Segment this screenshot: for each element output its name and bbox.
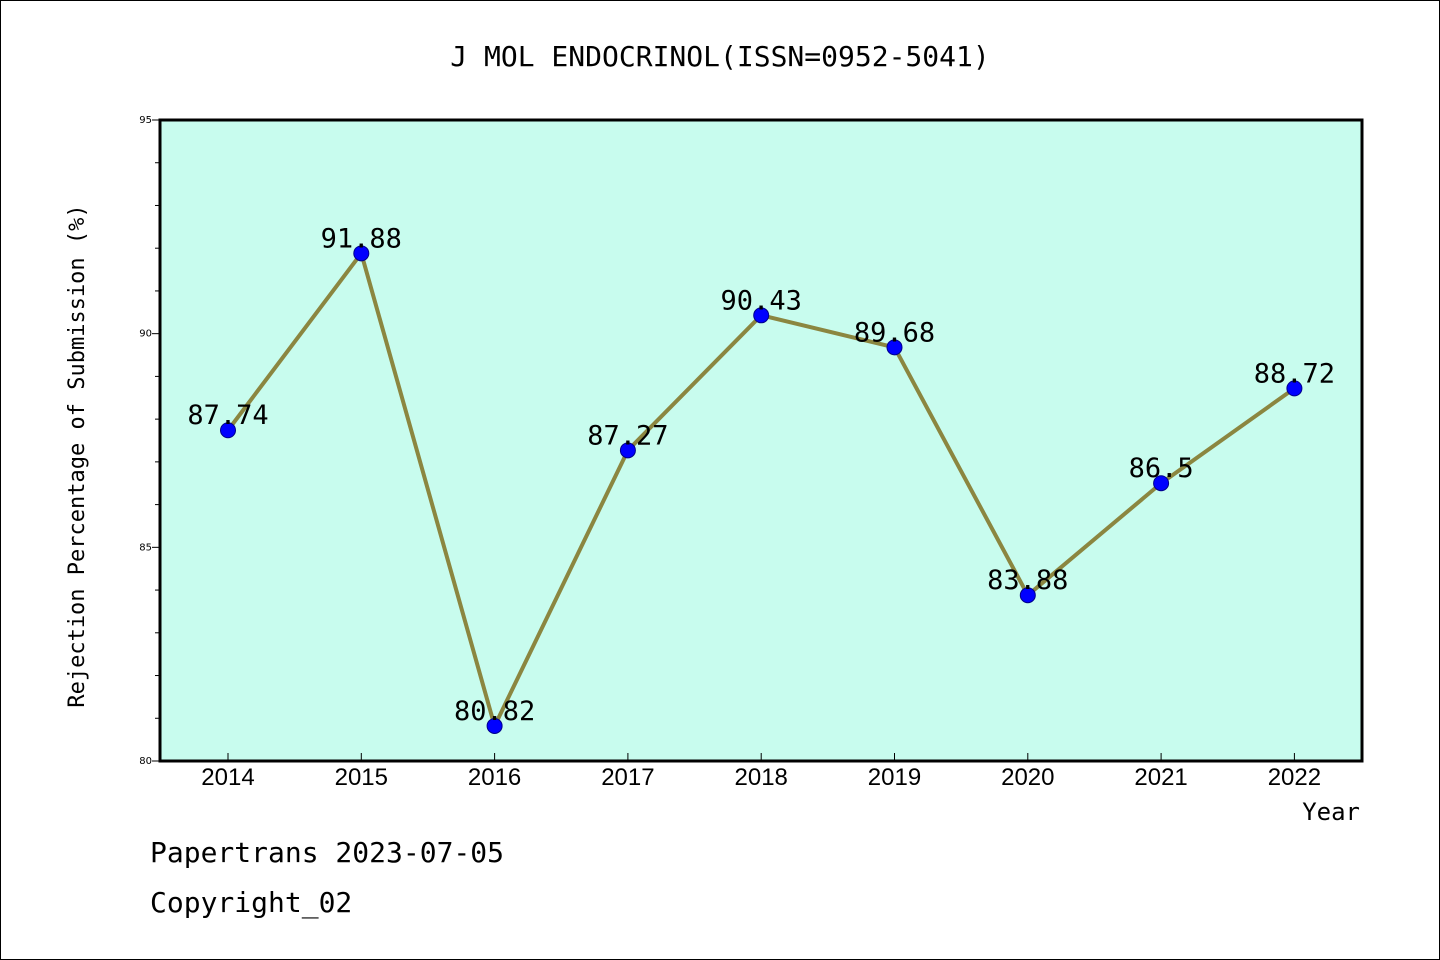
x-tick-label: 2015 <box>335 764 388 791</box>
data-label: 91.88 <box>321 223 402 254</box>
y-tick-label: 85 <box>139 542 152 553</box>
data-label: 83.88 <box>987 565 1068 596</box>
data-point <box>1286 380 1303 397</box>
x-tick-label: 2016 <box>468 764 521 791</box>
y-tick-label: 95 <box>139 115 152 126</box>
footer-copyright-line: Copyright_02 <box>150 886 353 919</box>
x-tick-label: 2014 <box>201 764 254 791</box>
y-tick-label: 90 <box>139 329 152 340</box>
footer-date-line: Papertrans 2023-07-05 <box>150 836 505 869</box>
x-tick-label: 2019 <box>868 764 921 791</box>
data-point <box>1153 475 1170 492</box>
y-tick-label: 80 <box>139 756 152 767</box>
data-label: 87.27 <box>587 420 668 451</box>
x-tick-label: 2022 <box>1268 764 1321 791</box>
y-axis-label: Rejection Percentage of Submission (%) <box>65 204 90 707</box>
data-point <box>220 422 236 439</box>
data-point <box>1019 587 1036 604</box>
data-point <box>753 307 770 324</box>
x-axis-label: Year <box>1302 798 1360 826</box>
data-label: 88.72 <box>1254 358 1335 389</box>
data-label: 86.5 <box>1129 453 1194 484</box>
data-point <box>353 245 370 262</box>
data-label: 89.68 <box>854 317 935 348</box>
data-point <box>619 442 636 459</box>
data-point <box>486 717 503 734</box>
x-tick-label: 2020 <box>1001 764 1054 791</box>
data-point <box>886 339 903 356</box>
plot-area <box>158 118 1364 763</box>
x-tick-label: 2017 <box>601 764 654 791</box>
x-tick-label: 2021 <box>1134 764 1187 791</box>
data-label: 90.43 <box>721 285 802 316</box>
data-label: 80.82 <box>454 696 535 727</box>
x-tick-label: 2018 <box>735 764 788 791</box>
chart-title: J MOL ENDOCRINOL(ISSN=0952-5041) <box>450 40 989 73</box>
data-label: 87.74 <box>187 400 268 431</box>
